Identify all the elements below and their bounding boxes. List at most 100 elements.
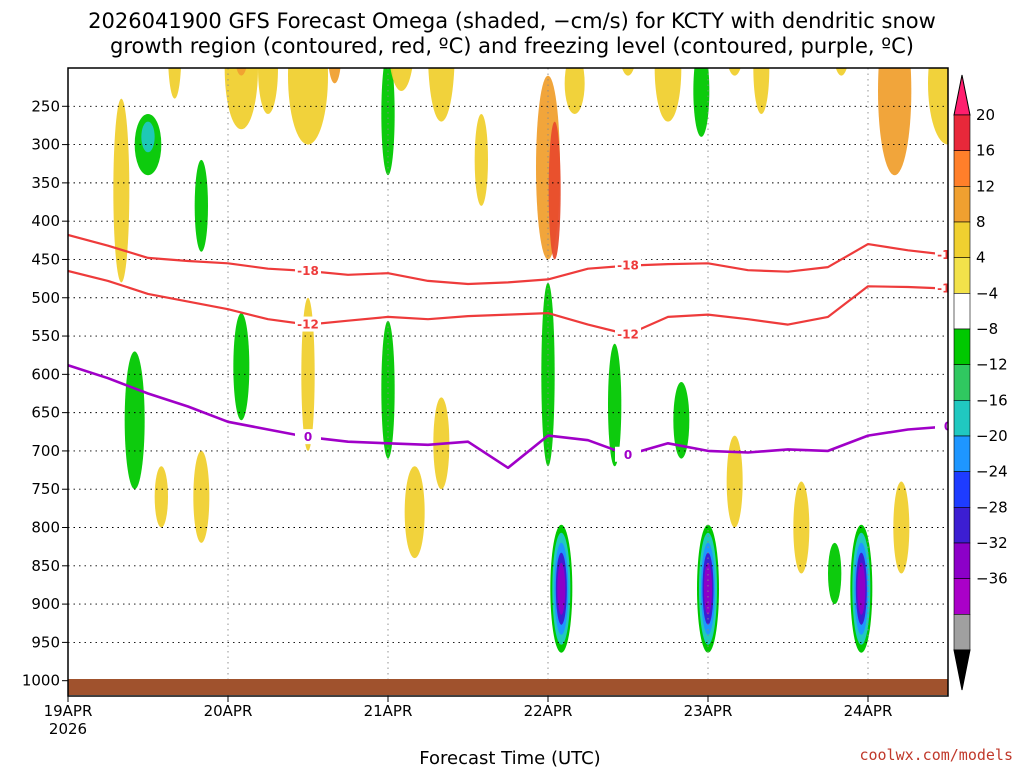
omega-shading-blob (835, 68, 847, 76)
omega-shading-blob (194, 159, 208, 252)
y-tick-label: 350 (31, 174, 60, 192)
colorbar-segment (953, 114, 971, 151)
y-tick-label: 250 (31, 97, 60, 115)
omega-shading-blob (893, 481, 910, 574)
contour-label-bg (935, 418, 948, 434)
y-axis: 250 300 350 400 450 500 550 600 650 700 750 800 850 9… (22, 97, 68, 690)
x-tick-label: 22APR (524, 702, 573, 720)
colorbar-level-label: −32 (976, 534, 1008, 552)
contour-label: 0 (944, 419, 952, 433)
colorbar-level-label: −16 (976, 391, 1008, 409)
contour-label-bg (295, 262, 321, 278)
omega-shading-blob (113, 98, 130, 283)
contour-label: -12 (297, 318, 319, 332)
x-tick-sublabel: 2026 (49, 720, 87, 738)
colorbar-bottom-arrow (953, 649, 971, 691)
colorbar-segment (953, 435, 971, 472)
contour-label-bg (935, 246, 948, 262)
contour-label: -12 (937, 282, 959, 296)
omega-maximum-ring (704, 562, 712, 615)
credit-text: coolwx.com/models (859, 746, 1013, 764)
colorbar-level-label: −28 (976, 498, 1008, 516)
contour-line (68, 233, 948, 286)
colorbar-segment (953, 186, 971, 223)
omega-shading-blob (728, 68, 741, 76)
colorbar-level-label: −20 (976, 427, 1008, 445)
y-tick-label: 850 (31, 557, 60, 575)
colorbar-level-label: 12 (976, 177, 995, 195)
chart-title-line-1: 2026041900 GFS Forecast Omega (shaded, −… (88, 9, 936, 33)
contour-label: -18 (617, 259, 639, 273)
colorbar-segment (953, 578, 971, 615)
omega-shading-blob (168, 68, 181, 99)
omega-maximum-ring (857, 562, 866, 615)
omega-shading-blob (673, 382, 690, 459)
y-tick-label: 950 (31, 633, 60, 651)
x-tick-label: 23APR (684, 702, 733, 720)
colorbar-level-label: 4 (976, 249, 986, 267)
colorbar-segment (953, 542, 971, 579)
omega-shading-blob (474, 113, 489, 206)
x-tick-label: 20APR (204, 702, 253, 720)
y-tick-label: 450 (31, 250, 60, 268)
x-tick-label: 21APR (364, 702, 413, 720)
omega-maximum-ring (557, 562, 566, 615)
y-tick-label: 900 (31, 595, 60, 613)
omega-shading-blob (124, 351, 145, 490)
omega-shading-blob (693, 68, 710, 137)
contour-label: -12 (617, 328, 639, 342)
y-tick-label: 600 (31, 365, 60, 383)
omega-shading-blob (141, 121, 155, 153)
contour-label: 0 (624, 448, 632, 462)
colorbar-segment (953, 471, 971, 508)
contour-label-bg (615, 326, 641, 342)
omega-shading-blob (726, 435, 743, 528)
omega-shading-blob (224, 68, 258, 130)
colorbar: 20 16 12 8 4 −4 −8 −12 −16 −20 −24 −28 −32 −36 (953, 74, 1008, 691)
contour-label-bg (935, 280, 948, 296)
omega-shading-blob (404, 466, 425, 559)
colorbar-level-label: −24 (976, 463, 1008, 481)
omega-shading-blob (381, 320, 395, 459)
colorbar-segment (953, 614, 971, 651)
colorbar-segment (953, 150, 971, 187)
plot-frame (67, 67, 949, 697)
grid-lines (68, 68, 948, 696)
contour-label-bg (615, 446, 641, 462)
y-tick-label: 400 (31, 212, 60, 230)
omega-shading-blob (878, 68, 912, 176)
omega-shading-blob (1020, 420, 1024, 512)
colorbar-top-arrow (953, 74, 971, 116)
omega-shading-blob (288, 68, 328, 145)
omega-shading-blob (793, 481, 810, 574)
omega-shading-blob (622, 68, 634, 76)
omega-shading-blob (548, 121, 561, 260)
omega-shading-blob (753, 68, 770, 114)
omega-shading-blob (233, 313, 250, 421)
omega-shading-blob (193, 450, 210, 543)
colorbar-segment (953, 507, 971, 544)
y-tick-label: 500 (31, 289, 60, 307)
x-tick-label: 19APR (44, 702, 93, 720)
colorbar-level-label: 8 (976, 213, 986, 231)
omega-shading-blob (428, 68, 455, 122)
contour-label: -18 (937, 248, 959, 262)
colorbar-level-label: −4 (976, 284, 998, 302)
chart-title-line-2: growth region (contoured, red, ºC) and f… (110, 34, 914, 58)
colorbar-segment (953, 293, 971, 330)
y-tick-label: 800 (31, 519, 60, 537)
y-tick-label: 750 (31, 480, 60, 498)
omega-shading-blob (381, 68, 395, 176)
colorbar-level-label: −12 (976, 356, 1008, 374)
colorbar-level-label: −36 (976, 570, 1008, 588)
contour-line (68, 269, 948, 336)
omega-shading-blob (564, 68, 585, 114)
contour-label-bg (295, 316, 321, 332)
colorbar-segment (953, 364, 971, 401)
x-axis-label: Forecast Time (UTC) (419, 748, 600, 768)
y-tick-label: 700 (31, 442, 60, 460)
contour-line (68, 363, 948, 470)
omega-shading-blob (390, 68, 413, 91)
